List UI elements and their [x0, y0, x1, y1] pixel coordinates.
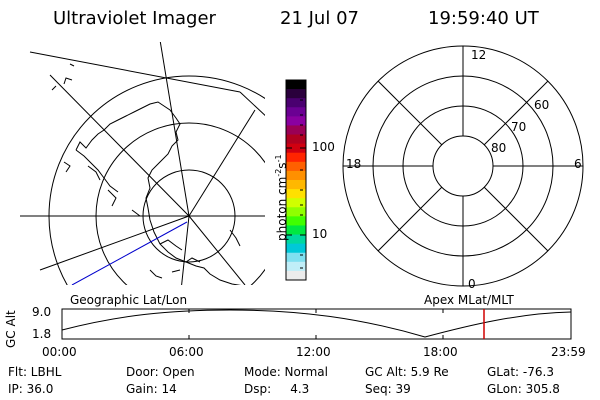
colorbar-tick-10: 10: [312, 227, 328, 241]
colorbar-band: [286, 161, 306, 172]
colorbar-ticks: [286, 99, 306, 269]
colorbar-band: [286, 98, 306, 108]
apex-label: Apex MLat/MLT: [424, 293, 514, 307]
colorbar-band: [286, 216, 306, 226]
coastline: [75, 101, 242, 285]
instrument-title: Ultraviolet Imager: [53, 8, 216, 29]
status-mode: Mode: Normal: [244, 365, 328, 379]
colorbar-band: [286, 80, 306, 90]
colorbar-band: [286, 107, 306, 117]
lon-line: [159, 42, 190, 217]
altitude-curve: [61, 309, 572, 338]
satellite-track: [71, 221, 188, 285]
colorbar-band: [286, 261, 306, 272]
mlt-label-06: 6: [574, 157, 582, 171]
mlt-label-18: 18: [346, 157, 362, 171]
colorbar-band: [286, 180, 306, 190]
colorbar-band: [286, 270, 306, 281]
time-tick-1: 06:00: [169, 345, 204, 359]
mlat-mlt-plot: [342, 45, 584, 287]
lon-line: [188, 215, 246, 285]
status-door: Door: Open: [126, 365, 195, 379]
mlat-label-70: 70: [511, 120, 527, 134]
altitude-ylabel: GC Alt: [4, 310, 18, 348]
geographic-map: [20, 42, 265, 285]
colorbar-band: [286, 125, 306, 136]
colorbar-band: [286, 143, 306, 154]
status-gc-alt: GC Alt: 5.9 Re: [365, 365, 449, 379]
status-gain: Gain: 14: [126, 382, 177, 396]
mlat-label-80: 80: [491, 141, 507, 155]
altitude-ytick-low: 1.8: [32, 327, 52, 341]
colorbar-tick-100: 100: [312, 140, 335, 154]
geographic-label: Geographic Lat/Lon: [70, 293, 188, 307]
time-tick-4: 23:59: [551, 345, 586, 359]
altitude-frame: [61, 308, 572, 340]
colorbar-band: [286, 243, 306, 254]
altitude-plot: [61, 308, 572, 340]
view-boundary: [239, 91, 265, 117]
colorbar-band: [286, 225, 306, 236]
colorbar-band: [286, 198, 306, 208]
time-tick-2: 12:00: [296, 345, 331, 359]
status-ip: IP: 36.0: [8, 382, 54, 396]
colorbar: [285, 79, 307, 281]
mlt-label-12: 12: [471, 48, 487, 62]
observation-time: 19:59:40 UT: [428, 8, 539, 29]
lon-line: [181, 215, 190, 285]
lon-line: [49, 74, 190, 217]
colorbar-band: [286, 189, 306, 199]
colorbar-band: [286, 252, 306, 263]
status-seq: Seq: 39: [365, 382, 411, 396]
lon-line: [188, 109, 256, 217]
colorbar-band: [286, 134, 306, 145]
altitude-ytick-high: 9.0: [32, 305, 52, 319]
mlt-label-00: 0: [468, 277, 476, 291]
islands: [51, 63, 241, 279]
colorbar-frame: [285, 79, 307, 281]
mlt-diag: [377, 80, 443, 146]
lon-line: [39, 215, 190, 271]
colorbar-band: [286, 152, 306, 163]
colorbar-band: [286, 89, 306, 99]
mlt-diag: [483, 186, 549, 252]
colorbar-band: [286, 170, 306, 181]
colorbar-band: [286, 116, 306, 126]
status-filter: Flt: LBHL: [8, 365, 62, 379]
time-tick-3: 18:00: [423, 345, 458, 359]
observation-date: 21 Jul 07: [280, 8, 359, 29]
status-glat: GLat: -76.3: [487, 365, 554, 379]
colorbar-band: [286, 207, 306, 217]
colorbar-band: [286, 234, 306, 245]
view-boundary: [29, 51, 241, 93]
colorbar-unit-label: photon cm-2s-1: [274, 154, 289, 241]
mlt-diag: [377, 186, 443, 252]
status-dsp: Dsp: 4.3: [244, 382, 310, 396]
status-glon: GLon: 305.8: [487, 382, 560, 396]
time-tick-0: 00:00: [42, 345, 77, 359]
mlt-diag: [483, 80, 549, 146]
mlat-label-60: 60: [534, 98, 550, 112]
